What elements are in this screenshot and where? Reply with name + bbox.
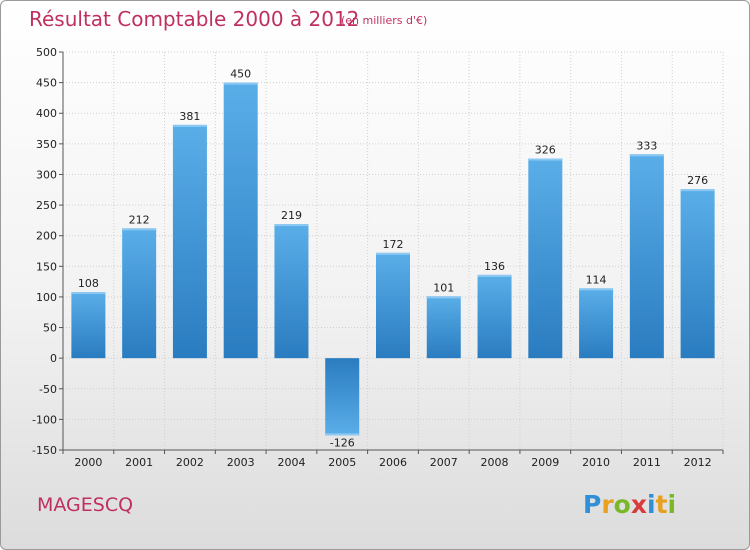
x-tick-label: 2001	[125, 456, 153, 469]
data-label-2011: 333	[636, 139, 657, 152]
data-label-2008: 136	[484, 260, 505, 273]
logo-letter: P	[583, 490, 602, 519]
bar-2011	[629, 154, 664, 359]
logo-letter: r	[601, 490, 614, 519]
chart-title: Résultat Comptable 2000 à 2012	[29, 7, 360, 31]
logo-letter: i	[667, 490, 677, 519]
x-tick-label: 2010	[582, 456, 610, 469]
bar-edge	[528, 158, 563, 161]
bar-edge	[325, 433, 360, 436]
data-label-2009: 326	[535, 144, 556, 157]
y-tick-label: 100	[36, 291, 57, 304]
bar-2004	[274, 224, 309, 359]
bar-edge	[274, 224, 309, 227]
y-tick-label: 400	[36, 107, 57, 120]
x-tick-label: 2007	[430, 456, 458, 469]
bar-edge	[71, 292, 106, 295]
y-tick-label: -150	[32, 444, 57, 457]
proxiti-logo[interactable]: Proxiti	[583, 490, 676, 519]
y-tick-label: 0	[50, 352, 57, 365]
axes: 500450400350300250200150100500-50-100-15…	[32, 46, 724, 469]
y-tick-label: 250	[36, 199, 57, 212]
x-tick-label: 2009	[531, 456, 559, 469]
bar-edge	[629, 154, 664, 157]
bar-edge	[680, 189, 715, 192]
data-label-2000: 108	[78, 277, 99, 290]
x-tick-label: 2000	[74, 456, 102, 469]
y-tick-label: -50	[39, 383, 57, 396]
bar-2010	[579, 288, 614, 359]
bar-2007	[426, 296, 461, 359]
grid	[62, 51, 724, 451]
bar-2002	[172, 124, 207, 359]
x-tick-label: 2004	[277, 456, 305, 469]
y-tick-label: 450	[36, 77, 57, 90]
data-label-2005: -126	[330, 436, 355, 449]
bar-edge	[426, 296, 461, 299]
logo-letter: t	[655, 490, 668, 519]
logo-letter: i	[647, 490, 656, 519]
bar-2005	[325, 358, 360, 436]
bars	[71, 82, 715, 436]
logo-letter: o	[613, 490, 631, 519]
data-label-2010: 114	[586, 273, 607, 286]
data-label-2001: 212	[129, 213, 150, 226]
bar-2003	[223, 82, 258, 359]
data-label-2003: 450	[230, 68, 251, 81]
y-tick-label: 300	[36, 168, 57, 181]
bar-edge	[579, 288, 614, 291]
data-label-2012: 276	[687, 174, 708, 187]
bar-2009	[528, 158, 563, 359]
bar-edge	[376, 252, 410, 255]
x-tick-label: 2005	[328, 456, 356, 469]
bar-edge	[172, 124, 207, 127]
bar-edge	[477, 274, 512, 277]
y-tick-label: 150	[36, 260, 57, 273]
x-tick-label: 2012	[684, 456, 712, 469]
chart-unit: (en milliers d'€)	[341, 14, 428, 27]
bar-2006	[376, 252, 410, 359]
y-tick-label: 200	[36, 230, 57, 243]
y-tick-label: 50	[43, 322, 57, 335]
x-tick-label: 2011	[633, 456, 661, 469]
bar-2001	[122, 228, 157, 359]
x-tick-label: 2002	[176, 456, 204, 469]
data-label-2007: 101	[433, 281, 454, 294]
bar-2000	[71, 292, 106, 359]
x-tick-label: 2008	[481, 456, 509, 469]
data-label-2002: 381	[179, 110, 200, 123]
data-label-2004: 219	[281, 209, 302, 222]
data-label-2006: 172	[383, 238, 404, 251]
y-tick-label: 500	[36, 46, 57, 59]
x-tick-label: 2006	[379, 456, 407, 469]
bar-edge	[122, 228, 157, 231]
data-labels: 108 212 381 450 219 -126 172 101 136 326 114 333 276	[78, 68, 708, 450]
bar-2012	[680, 189, 715, 359]
y-tick-label: -100	[32, 413, 57, 426]
commune-name: MAGESCQ	[37, 494, 134, 516]
bar-edge	[223, 82, 258, 85]
bar-2008	[477, 274, 512, 359]
x-tick-label: 2003	[227, 456, 255, 469]
logo-letter: x	[630, 490, 647, 519]
y-tick-label: 350	[36, 138, 57, 151]
